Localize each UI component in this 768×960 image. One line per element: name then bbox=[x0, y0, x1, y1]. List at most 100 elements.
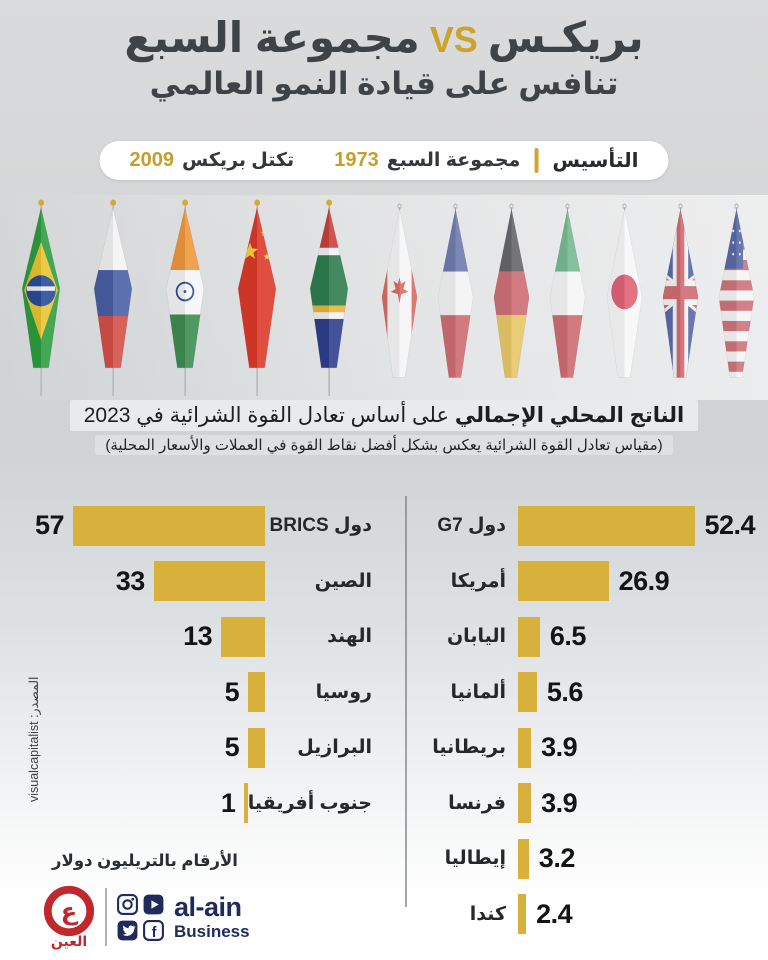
country-label: الهند bbox=[327, 626, 372, 648]
flag-germany-icon bbox=[493, 203, 530, 378]
country-label: بريطانيا bbox=[432, 737, 506, 759]
bar-group: 26.9 bbox=[518, 561, 768, 602]
country-label: روسيا bbox=[315, 681, 372, 703]
brand-divider bbox=[105, 888, 107, 946]
title-part2: مجموعة السبع bbox=[124, 14, 420, 61]
center-divider bbox=[405, 496, 407, 907]
g7-row: إيطاليا 3.2 bbox=[414, 831, 768, 887]
value-bar bbox=[248, 672, 265, 713]
bar-group: 3.2 bbox=[518, 838, 768, 879]
country-label: ألمانيا bbox=[450, 681, 506, 703]
g7-row: فرنسا 3.9 bbox=[414, 776, 768, 832]
youtube-icon bbox=[143, 894, 164, 914]
unit-note: الأرقام بالتريليون دولار bbox=[52, 852, 238, 870]
value-text: 2.4 bbox=[536, 898, 573, 929]
subtitle: تنافس على قيادة النمو العالمي bbox=[149, 65, 619, 101]
g7-row: ألمانيا 5.6 bbox=[414, 665, 768, 721]
g7-chart-column: دول G7 52.4 أمريكا 26.9 اليابان 6.5 ألمانيا… bbox=[414, 498, 768, 942]
value-text: 3.9 bbox=[541, 787, 578, 818]
bar-group: 3.9 bbox=[518, 727, 768, 768]
brics-row: 57 دول BRICS bbox=[20, 498, 372, 554]
value-text: 6.5 bbox=[549, 621, 587, 652]
value-bar bbox=[248, 727, 265, 768]
value-text: 52.4 bbox=[704, 510, 756, 541]
vs-text: VS bbox=[429, 19, 478, 60]
country-label: أمريكا bbox=[450, 570, 506, 592]
g7-flags-group bbox=[372, 199, 764, 395]
flag-france-icon bbox=[437, 203, 474, 378]
bar-group: 1 bbox=[20, 783, 248, 824]
value-text: 33 bbox=[115, 565, 146, 596]
gold-separator bbox=[534, 148, 539, 173]
twitter-icon bbox=[117, 920, 138, 940]
bar-group: 5 bbox=[20, 727, 265, 768]
g7-row: دول G7 52.4 bbox=[414, 498, 768, 554]
flag-usa-icon bbox=[718, 203, 755, 378]
main-title: بريكـسVSمجموعة السبع bbox=[0, 12, 768, 65]
brics-founding-text: تكتل بريكس bbox=[182, 150, 295, 171]
value-text: 5 bbox=[224, 732, 240, 763]
country-label: اليابان bbox=[446, 626, 506, 648]
country-label: الصين bbox=[314, 570, 372, 592]
flag-italy-icon bbox=[550, 203, 586, 378]
brics-row: 5 روسيا bbox=[20, 665, 372, 721]
country-label: دول BRICS bbox=[269, 515, 372, 537]
bar-group: 5.6 bbox=[518, 672, 768, 713]
value-text: 5.6 bbox=[546, 676, 584, 707]
flag-uk-icon bbox=[662, 203, 699, 378]
value-bar bbox=[518, 561, 609, 602]
brics-flags-group bbox=[6, 196, 364, 396]
chart-subtitle: (مقياس تعادل القوة الشرائية يعكس بشكل أف… bbox=[95, 435, 673, 455]
g7-row: كندا 2.4 bbox=[414, 887, 768, 943]
header: بريكـسVSمجموعة السبع تنافس على قيادة الن… bbox=[0, 12, 768, 102]
bar-group: 52.4 bbox=[518, 505, 768, 546]
value-text: 13 bbox=[183, 621, 213, 652]
brics-founding: تكتل بريكس 2009 bbox=[130, 149, 295, 172]
value-bar bbox=[518, 894, 527, 935]
bar-group: 57 bbox=[20, 505, 265, 546]
alain-arabic-name: العين bbox=[50, 933, 88, 949]
founding-label: التأسيس bbox=[552, 150, 639, 172]
brand-name: al-ain bbox=[174, 892, 242, 922]
value-bar bbox=[221, 616, 265, 657]
flag-russia-icon bbox=[93, 199, 133, 396]
bar-group: 6.5 bbox=[518, 616, 768, 657]
brand-text: al-ain Business bbox=[174, 892, 250, 941]
brics-chart-column: 57 دول BRICS 33 الصين 13 الهند 5 روسيا 5 الب… bbox=[20, 498, 372, 831]
value-bar bbox=[518, 672, 537, 713]
bar-group: 5 bbox=[20, 672, 265, 713]
flag-china-icon bbox=[237, 199, 277, 396]
alain-logo-icon: ع bbox=[43, 885, 95, 937]
social-icons: f bbox=[116, 893, 165, 942]
brics-row: 33 الصين bbox=[20, 554, 372, 610]
value-text: 3.2 bbox=[538, 843, 576, 874]
country-label: كندا bbox=[469, 903, 506, 925]
value-text: 26.9 bbox=[618, 565, 670, 596]
g7-row: اليابان 6.5 bbox=[414, 609, 768, 665]
g7-founding-year: 1973 bbox=[334, 149, 379, 171]
value-text: 1 bbox=[220, 787, 236, 818]
source-text: المصدر: visualcapitalist bbox=[27, 676, 41, 803]
value-bar bbox=[518, 783, 532, 824]
brics-row: 1 جنوب أفريقيا bbox=[20, 776, 372, 832]
title-part1: بريكـس bbox=[487, 14, 644, 61]
value-text: 5 bbox=[224, 676, 240, 707]
value-text: 3.9 bbox=[541, 732, 578, 763]
svg-text:f: f bbox=[152, 924, 157, 940]
flag-brazil-icon bbox=[21, 199, 61, 396]
value-text: 57 bbox=[34, 510, 65, 541]
value-bar bbox=[518, 838, 529, 879]
alain-logo: ع العين bbox=[42, 884, 96, 950]
g7-founding-text: مجموعة السبع bbox=[386, 150, 521, 171]
country-label: إيطاليا bbox=[444, 848, 506, 870]
facebook-icon: f bbox=[143, 919, 164, 941]
value-bar bbox=[153, 561, 265, 602]
flag-south-africa-icon bbox=[309, 199, 349, 396]
g7-row: أمريكا 26.9 bbox=[414, 554, 768, 610]
flag-india-icon bbox=[165, 199, 205, 396]
chart-title: الناتج المحلي الإجمالي على أساس تعادل ال… bbox=[69, 400, 699, 431]
bar-group: 33 bbox=[20, 561, 265, 602]
founding-pill: التأسيس مجموعة السبع 1973 تكتل بريكس 200… bbox=[99, 141, 669, 180]
instagram-icon bbox=[117, 893, 138, 915]
